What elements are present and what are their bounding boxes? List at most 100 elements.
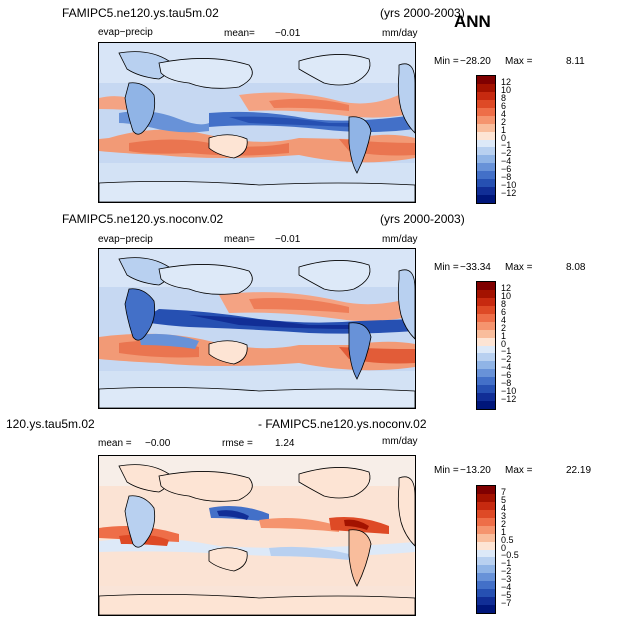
colorbar-tick-label: −10 [501, 180, 517, 191]
colorbar-segment [477, 525, 495, 534]
colorbar-segment [477, 163, 495, 172]
panel2-years: (yrs 2000-2003) [380, 212, 465, 226]
colorbar-tick-label: −4 [501, 362, 512, 373]
panel3-title-subtract: - FAMIPC5.ne120.ys.noconv.02 [258, 417, 427, 431]
panel1-min-label: Min = [434, 56, 459, 67]
colorbar-tick-label: 10 [501, 84, 512, 95]
colorbar-segment [477, 501, 495, 510]
colorbar-tick-label: −2 [501, 354, 512, 365]
colorbar-segment [477, 549, 495, 558]
panel1-min-value: −28.20 [460, 56, 491, 67]
colorbar-segment [477, 597, 495, 606]
colorbar-segment [477, 401, 495, 409]
colorbar-tick-label: −6 [501, 164, 512, 175]
panel3-mean-label: mean = [98, 438, 132, 449]
colorbar-tick-label: −12 [501, 188, 517, 199]
colorbar-segment [477, 289, 495, 298]
colorbar-segment [477, 541, 495, 550]
colorbar-tick-label: 8 [501, 298, 507, 309]
colorbar-tick-label: 0 [501, 542, 507, 553]
colorbar-segment [477, 99, 495, 108]
colorbar-tick-label: 2 [501, 518, 507, 529]
panel3-min-label: Min = [434, 465, 459, 476]
colorbar-tick-label: 2 [501, 322, 507, 333]
season-label: ANN [454, 12, 491, 31]
panel2-units: mm/day [382, 234, 418, 245]
panel2-mean-value: −0.01 [275, 234, 301, 245]
colorbar-segment [477, 297, 495, 306]
colorbar-tick-label: −5 [501, 590, 512, 601]
colorbar-segment [477, 305, 495, 314]
colorbar-tick-label: −7 [501, 598, 512, 609]
colorbar-segment [477, 517, 495, 526]
panel2-min-value: −33.34 [460, 262, 491, 273]
colorbar-segment [477, 337, 495, 346]
colorbar-segment [477, 393, 495, 402]
colorbar-segment [477, 605, 495, 613]
panel2-max-value: 8.08 [566, 262, 586, 273]
colorbar-tick-label: 0 [501, 338, 507, 349]
colorbar-segment [477, 187, 495, 196]
colorbar-segment [477, 369, 495, 378]
panel1-units: mm/day [382, 28, 418, 39]
colorbar-segment [477, 353, 495, 362]
colorbar-segment [477, 195, 495, 203]
map-panel-3 [98, 455, 416, 616]
colorbar-tick-label: −4 [501, 156, 512, 167]
colorbar-segment [477, 573, 495, 582]
panel3-max-value: 22.19 [566, 465, 592, 476]
colorbar-segment [477, 115, 495, 124]
panel2-mean-label: mean= [224, 234, 255, 245]
colorbar-tick-label: −0.5 [501, 550, 519, 561]
colorbar-tick-label: 4 [501, 314, 507, 325]
colorbar-tick-label: −1 [501, 558, 512, 569]
map-panel-2 [98, 248, 416, 409]
colorbar-segment [477, 361, 495, 370]
colorbar-tick-label: −8 [501, 378, 512, 389]
panel3-rmse-label: rmse = [222, 438, 253, 449]
panel1-title: FAMIPC5.ne120.ys.tau5m.02 [62, 6, 219, 20]
colorbar-segment [477, 123, 495, 132]
colorbar-tick-label: −2 [501, 148, 512, 159]
colorbar-tick-label: 1 [501, 124, 507, 135]
panel3-mean-value: −0.00 [145, 438, 171, 449]
colorbar-segment [477, 83, 495, 92]
colorbar-tick-label: 3 [501, 510, 507, 521]
colorbar-tick-label: 8 [501, 92, 507, 103]
colorbar-tick-label: 5 [501, 494, 507, 505]
colorbar-segment [477, 91, 495, 100]
colorbar-segment [477, 155, 495, 164]
colorbar-segment [477, 557, 495, 566]
colorbar-tick-label: 7 [501, 486, 507, 497]
colorbar-segment [477, 565, 495, 574]
colorbar-segment [477, 345, 495, 354]
colorbar-segment [477, 329, 495, 338]
panel1-variable: evap−precip [98, 27, 153, 38]
panel3-min-value: −13.20 [460, 465, 491, 476]
colorbar-segment [477, 282, 495, 290]
panel3-max-label: Max = [505, 465, 533, 476]
colorbar-tick-label: −4 [501, 582, 512, 593]
colorbar-3 [476, 485, 496, 614]
colorbar-2 [476, 281, 496, 410]
colorbar-tick-label: −2 [501, 566, 512, 577]
colorbar-tick-label: 0.5 [501, 534, 514, 545]
colorbar-segment [477, 171, 495, 180]
colorbar-tick-label: −1 [501, 346, 512, 357]
colorbar-segment [477, 377, 495, 386]
colorbar-segment [477, 179, 495, 188]
colorbar-tick-label: 6 [501, 100, 507, 111]
colorbar-segment [477, 147, 495, 156]
panel1-years: (yrs 2000-2003) [380, 6, 465, 20]
colorbar-tick-label: 10 [501, 290, 512, 301]
colorbar-tick-label: −10 [501, 386, 517, 397]
colorbar-segment [477, 321, 495, 330]
colorbar-segment [477, 107, 495, 116]
colorbar-segment [477, 131, 495, 140]
colorbar-segment [477, 139, 495, 148]
panel1-max-label: Max = [505, 56, 533, 67]
panel1-mean-value: −0.01 [275, 28, 301, 39]
panel3-units: mm/day [382, 436, 418, 447]
panel1-max-value: 8.11 [566, 56, 585, 67]
colorbar-segment [477, 493, 495, 502]
